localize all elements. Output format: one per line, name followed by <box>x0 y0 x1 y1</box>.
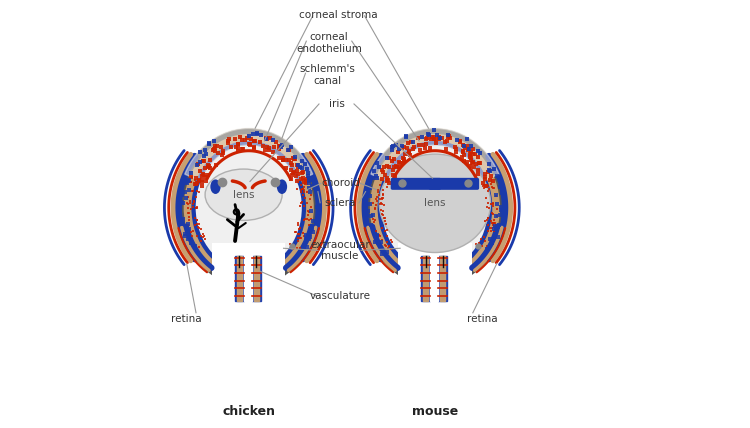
Ellipse shape <box>382 145 488 270</box>
Polygon shape <box>237 256 242 301</box>
Ellipse shape <box>277 179 287 194</box>
Text: extraocular
muscle: extraocular muscle <box>310 240 370 261</box>
Polygon shape <box>235 256 244 301</box>
Polygon shape <box>184 128 313 181</box>
Polygon shape <box>212 243 286 306</box>
Polygon shape <box>440 256 446 301</box>
Text: corneal
endothelium: corneal endothelium <box>296 32 362 54</box>
Text: chicken: chicken <box>222 405 275 418</box>
Ellipse shape <box>370 134 500 281</box>
Polygon shape <box>252 256 261 301</box>
Ellipse shape <box>205 169 282 220</box>
Text: retina: retina <box>171 314 202 324</box>
Ellipse shape <box>191 141 306 274</box>
Polygon shape <box>254 256 259 301</box>
Polygon shape <box>438 256 447 301</box>
FancyBboxPatch shape <box>428 178 479 190</box>
Text: sclera: sclera <box>324 198 356 208</box>
FancyBboxPatch shape <box>391 178 441 190</box>
Polygon shape <box>371 128 499 181</box>
Polygon shape <box>423 256 428 301</box>
Ellipse shape <box>196 145 302 270</box>
Ellipse shape <box>210 179 220 194</box>
Ellipse shape <box>380 154 490 253</box>
Text: lens: lens <box>232 190 254 200</box>
Polygon shape <box>421 256 430 301</box>
Text: mouse: mouse <box>412 405 458 418</box>
Ellipse shape <box>364 128 506 287</box>
Text: iris: iris <box>328 98 344 109</box>
Polygon shape <box>430 252 438 301</box>
Ellipse shape <box>178 128 320 287</box>
Text: vasculature: vasculature <box>310 291 370 301</box>
Polygon shape <box>244 252 252 301</box>
Text: corneal stroma: corneal stroma <box>299 10 378 21</box>
Polygon shape <box>398 243 472 306</box>
Text: choroid: choroid <box>322 178 361 188</box>
Text: lens: lens <box>424 198 445 208</box>
Text: schlemm's
canal: schlemm's canal <box>299 64 355 86</box>
Ellipse shape <box>377 141 492 274</box>
Ellipse shape <box>184 134 314 281</box>
Text: retina: retina <box>466 314 497 324</box>
